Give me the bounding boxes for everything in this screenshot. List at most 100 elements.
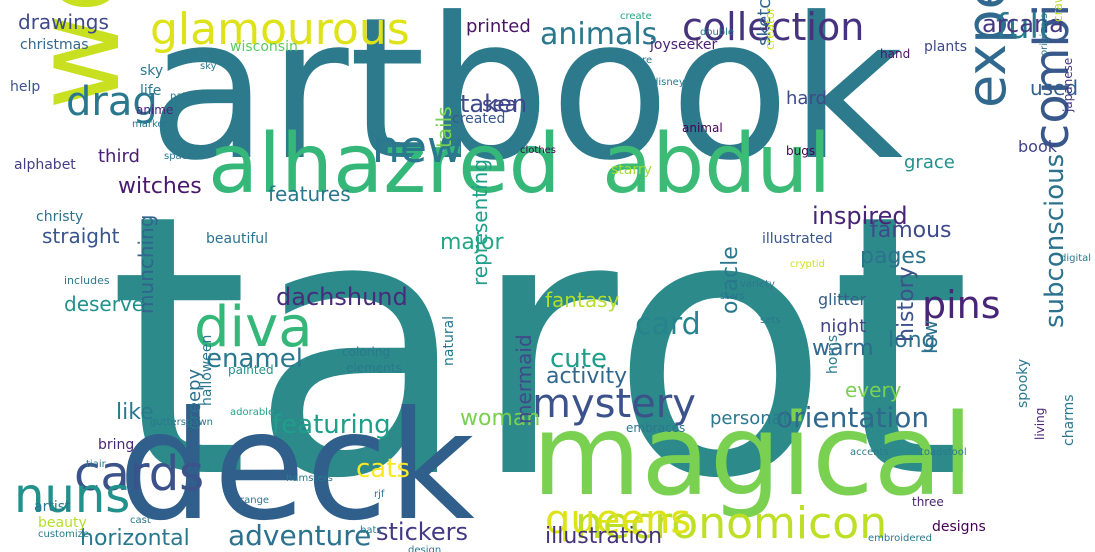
cloud-word: create [620,11,652,22]
cloud-word: joyseeker [650,37,718,53]
cloud-word: artbook [148,0,904,204]
cloud-word: drawings [18,10,109,34]
cloud-word: creator [763,7,777,50]
cloud-word: clothes [520,145,557,156]
cloud-word: subconscious [1040,153,1070,328]
cloud-word: gutterspawn [150,417,213,428]
cloud-word: deck [118,380,475,552]
cloud-word: accents [850,447,889,458]
cloud-word: wisconsin [230,39,298,55]
cloud-word: starry [611,162,652,178]
cloud-word: marker [132,119,168,130]
cloud-word: every [845,378,902,402]
cloud-word: activity [546,364,628,389]
cloud-word: major [440,230,504,255]
cloud-word: variety [740,279,775,290]
cloud-word: low [918,319,942,354]
cloud-word: space [164,151,194,162]
cloud-word: night [820,316,867,337]
cloud-word: pins [922,283,1001,327]
cloud-word: sky [200,61,217,72]
cloud-word: cute [550,344,607,374]
cloud-word: cast [130,515,151,526]
cloud-word: elements [346,361,402,375]
cloud-word: queens [545,497,692,543]
cloud-word: animals [540,17,658,52]
cloud-word: christy [36,209,84,225]
cloud-word: tarot [108,138,972,552]
cloud-word: glamourous [150,4,410,55]
cloud-word: hard [786,88,827,109]
cloud-word: double [700,27,735,38]
cloud-word: featuring [272,410,391,440]
cloud-word: printed [466,16,531,37]
cloud-word: horns [825,334,841,374]
cloud-word: alhazred [208,117,561,212]
cloud-word: cryptid [790,259,825,270]
cloud-word: deserve [64,292,145,316]
cloud-word: card [635,307,701,342]
cloud-word: charms [1061,394,1077,446]
cloud-word: munching [134,214,158,314]
cloud-word: help [10,79,41,95]
cloud-word: adorable [230,407,275,418]
cloud-word: beautiful [206,231,269,247]
cloud-word: enamel [206,344,303,374]
cloud-word: witches [118,174,202,199]
cloud-word: history [894,266,919,342]
cloud-word: full [996,7,1049,47]
cloud-word: oracle [718,246,743,314]
cloud-word: like [116,400,154,425]
cloud-word: mermaid [512,334,536,424]
cloud-word: straight [42,224,120,248]
cloud-word: natural [441,315,457,366]
cloud-word: christmas [20,37,89,53]
cloud-word: embraces [626,421,686,435]
cloud-word: created [452,111,506,127]
cloud-word: necronomicon [575,498,888,549]
cloud-word: glitter [818,290,867,309]
cloud-word: bugs [786,144,816,158]
cloud-word: nuns [14,468,131,524]
cloud-word: bring [98,437,135,453]
cloud-word: personal [710,408,788,429]
cloud-word: toadstool [920,447,967,458]
cloud-word: alphabet [14,157,76,173]
cloud-word: woman [460,406,541,431]
cloud-word: animal [682,121,723,135]
cloud-word: hamsters [286,473,333,484]
cloud-word: drag [66,79,158,125]
cloud-word: designs [932,519,986,535]
cloud-word: hand [880,47,911,61]
cloud-word: spooky [1015,358,1031,408]
cloud-word: range [240,495,270,506]
cloud-word: dachshund [276,283,408,311]
cloud-word: sets [760,315,781,326]
cloud-word: arcana [982,10,1064,38]
cloud-word: features [268,182,351,206]
cloud-word: sea [482,92,517,116]
cloud-word: illustrated [762,231,833,247]
cloud-word: japanese [1061,57,1075,112]
cloud-word: plants [924,39,968,55]
cloud-word: book [1018,137,1057,156]
cloud-word: customize [38,529,90,540]
cloud-word: rjf [374,489,385,500]
cloud-word: collection [682,5,865,49]
cloud-word: mystery [532,381,696,427]
cloud-word: representing [468,158,492,286]
cloud-word: coloring [342,345,391,359]
cloud-word: digital [1060,253,1092,264]
cloud-word: artist [34,499,71,515]
cloud-word: inspired [812,202,908,230]
cloud-word: illustration [545,524,663,549]
cloud-word: cards [74,446,205,502]
cloud-word: pages [860,244,927,269]
cloud-word: originals [1039,13,1050,56]
cloud-word: diva [194,295,313,360]
cloud-word: warm [812,336,874,361]
cloud-word: sky [140,63,164,79]
cloud-word: horizontal [80,526,190,551]
cloud-word: bats [360,525,382,536]
